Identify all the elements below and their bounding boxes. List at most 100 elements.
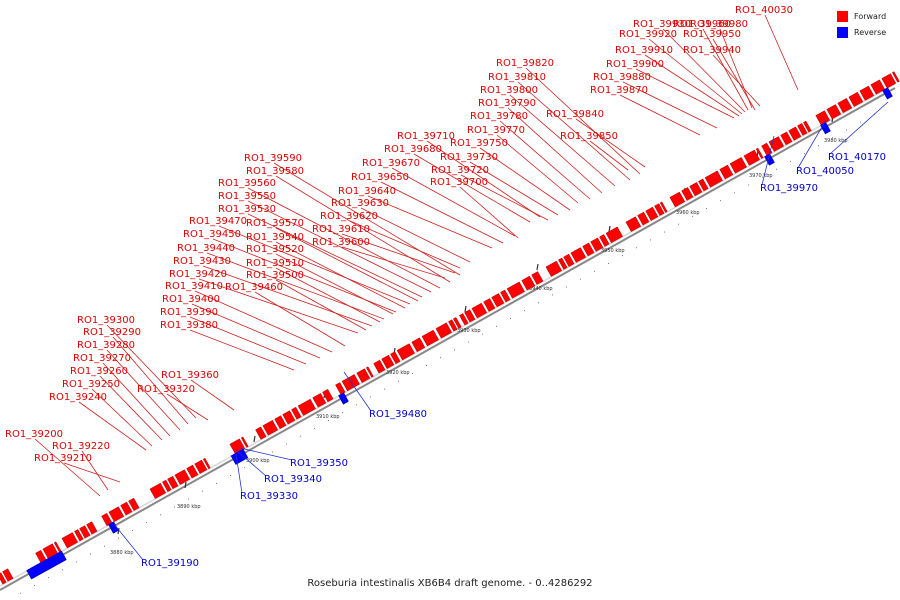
forward-gene-label: RO1_39920 xyxy=(619,29,677,40)
forward-gene-label: RO1_39930 xyxy=(633,19,691,30)
leader-line xyxy=(275,253,394,315)
forward-gene-block xyxy=(837,98,853,114)
forward-gene-block xyxy=(590,237,604,252)
leader-line xyxy=(194,290,333,353)
forward-gene-label: RO1_39220 xyxy=(52,441,110,452)
leader-line xyxy=(191,303,321,359)
forward-gene-block xyxy=(390,351,401,364)
forward-gene-label: RO1_39940 xyxy=(683,45,741,56)
leader-line xyxy=(247,213,423,298)
tick-label: 3940 kbp xyxy=(529,286,553,292)
leader-line xyxy=(712,54,761,107)
leader-line xyxy=(343,371,372,412)
tick-mark xyxy=(253,435,256,443)
forward-gene-block xyxy=(545,260,563,277)
minor-tick xyxy=(664,231,665,233)
forward-gene-block xyxy=(381,354,395,369)
leader-line xyxy=(413,153,531,223)
forward-gene-block xyxy=(500,289,511,303)
legend-forward: Forward xyxy=(837,8,886,24)
minor-tick xyxy=(146,522,147,524)
leader-line xyxy=(112,336,189,425)
forward-gene-label: RO1_39950 xyxy=(683,29,741,40)
leader-line xyxy=(341,233,456,274)
forward-gene-block xyxy=(366,366,374,378)
forward-gene-label: RO1_39810 xyxy=(488,72,546,83)
reverse-gene-label: RO1_39190 xyxy=(141,558,199,569)
forward-gene-block xyxy=(2,568,14,582)
leader-line xyxy=(247,187,441,289)
forward-gene-label: RO1_39240 xyxy=(49,392,107,403)
forward-gene-label: RO1_39380 xyxy=(160,320,218,331)
genome-backbone xyxy=(0,87,896,591)
forward-gene-label: RO1_39610 xyxy=(312,224,370,235)
forward-gene-block xyxy=(174,469,191,485)
forward-gene-block xyxy=(719,164,734,180)
forward-gene-block xyxy=(848,91,864,107)
forward-gene-block xyxy=(859,85,875,101)
leader-line xyxy=(459,186,519,239)
leader-line xyxy=(91,388,153,447)
forward-gene-block xyxy=(471,302,488,319)
forward-gene-label: RO1_39650 xyxy=(351,172,409,183)
forward-gene-label: RO1_39750 xyxy=(450,138,508,149)
minor-tick xyxy=(132,529,133,531)
forward-gene-block xyxy=(704,170,723,188)
forward-gene-block xyxy=(322,389,334,403)
leader-line xyxy=(479,147,571,211)
leader-line xyxy=(797,119,827,169)
forward-gene-label: RO1_39700 xyxy=(430,177,488,188)
minor-tick xyxy=(398,380,399,382)
leader-line xyxy=(507,107,603,194)
forward-gene-label: RO1_39880 xyxy=(593,72,651,83)
forward-gene-label: RO1_39560 xyxy=(218,178,276,189)
forward-gene-block xyxy=(797,123,808,136)
minor-tick xyxy=(748,184,749,186)
gene-label-layer: RO1_40030RO1_39960RO1_39980RO1_39930RO1_… xyxy=(5,5,886,569)
forward-gene-label: RO1_39840 xyxy=(546,109,604,120)
reverse-gene-label: RO1_39340 xyxy=(264,474,322,485)
forward-gene-block xyxy=(202,457,211,470)
minor-tick xyxy=(76,561,77,563)
minor-tick xyxy=(230,474,231,476)
forward-gene-block xyxy=(453,317,462,329)
minor-tick xyxy=(286,443,287,445)
forward-gene-block xyxy=(297,398,316,416)
leader-line xyxy=(218,225,411,305)
tick-label: 3960 kbp xyxy=(676,210,700,216)
forward-gene-block xyxy=(240,436,249,448)
forward-gene-label: RO1_39820 xyxy=(496,58,554,69)
minor-tick xyxy=(524,310,525,312)
leader-line xyxy=(275,227,419,302)
forward-gene-label: RO1_39510 xyxy=(246,258,304,269)
minor-tick xyxy=(412,372,413,374)
leader-line xyxy=(712,38,756,111)
forward-gene-label: RO1_39730 xyxy=(440,152,498,163)
tick-mark xyxy=(536,263,539,271)
minor-tick xyxy=(454,349,455,351)
forward-gene-block xyxy=(558,257,568,270)
forward-gene-label: RO1_39540 xyxy=(246,232,304,243)
forward-gene-label: RO1_39460 xyxy=(225,282,283,293)
minor-tick xyxy=(300,435,301,437)
forward-gene-block xyxy=(411,337,426,353)
forward-gene-label: RO1_39570 xyxy=(246,218,304,229)
forward-gene-label: RO1_39850 xyxy=(560,131,618,142)
forward-gene-block xyxy=(729,157,747,174)
leader-line xyxy=(460,174,549,221)
forward-gene-label: RO1_39960 xyxy=(673,19,731,30)
leader-line xyxy=(275,267,381,323)
leader-line xyxy=(360,207,471,263)
minor-tick xyxy=(566,286,567,288)
minor-tick xyxy=(34,584,35,586)
leader-line xyxy=(761,135,775,186)
forward-gene-block xyxy=(341,374,360,392)
leader-line xyxy=(635,68,735,119)
minor-tick xyxy=(580,278,581,280)
minor-tick xyxy=(174,506,175,508)
forward-gene-label: RO1_39420 xyxy=(169,269,227,280)
minor-tick xyxy=(608,262,609,264)
minor-tick xyxy=(426,365,427,367)
forward-gene-label: RO1_39720 xyxy=(431,165,489,176)
forward-gene-block xyxy=(563,253,575,267)
